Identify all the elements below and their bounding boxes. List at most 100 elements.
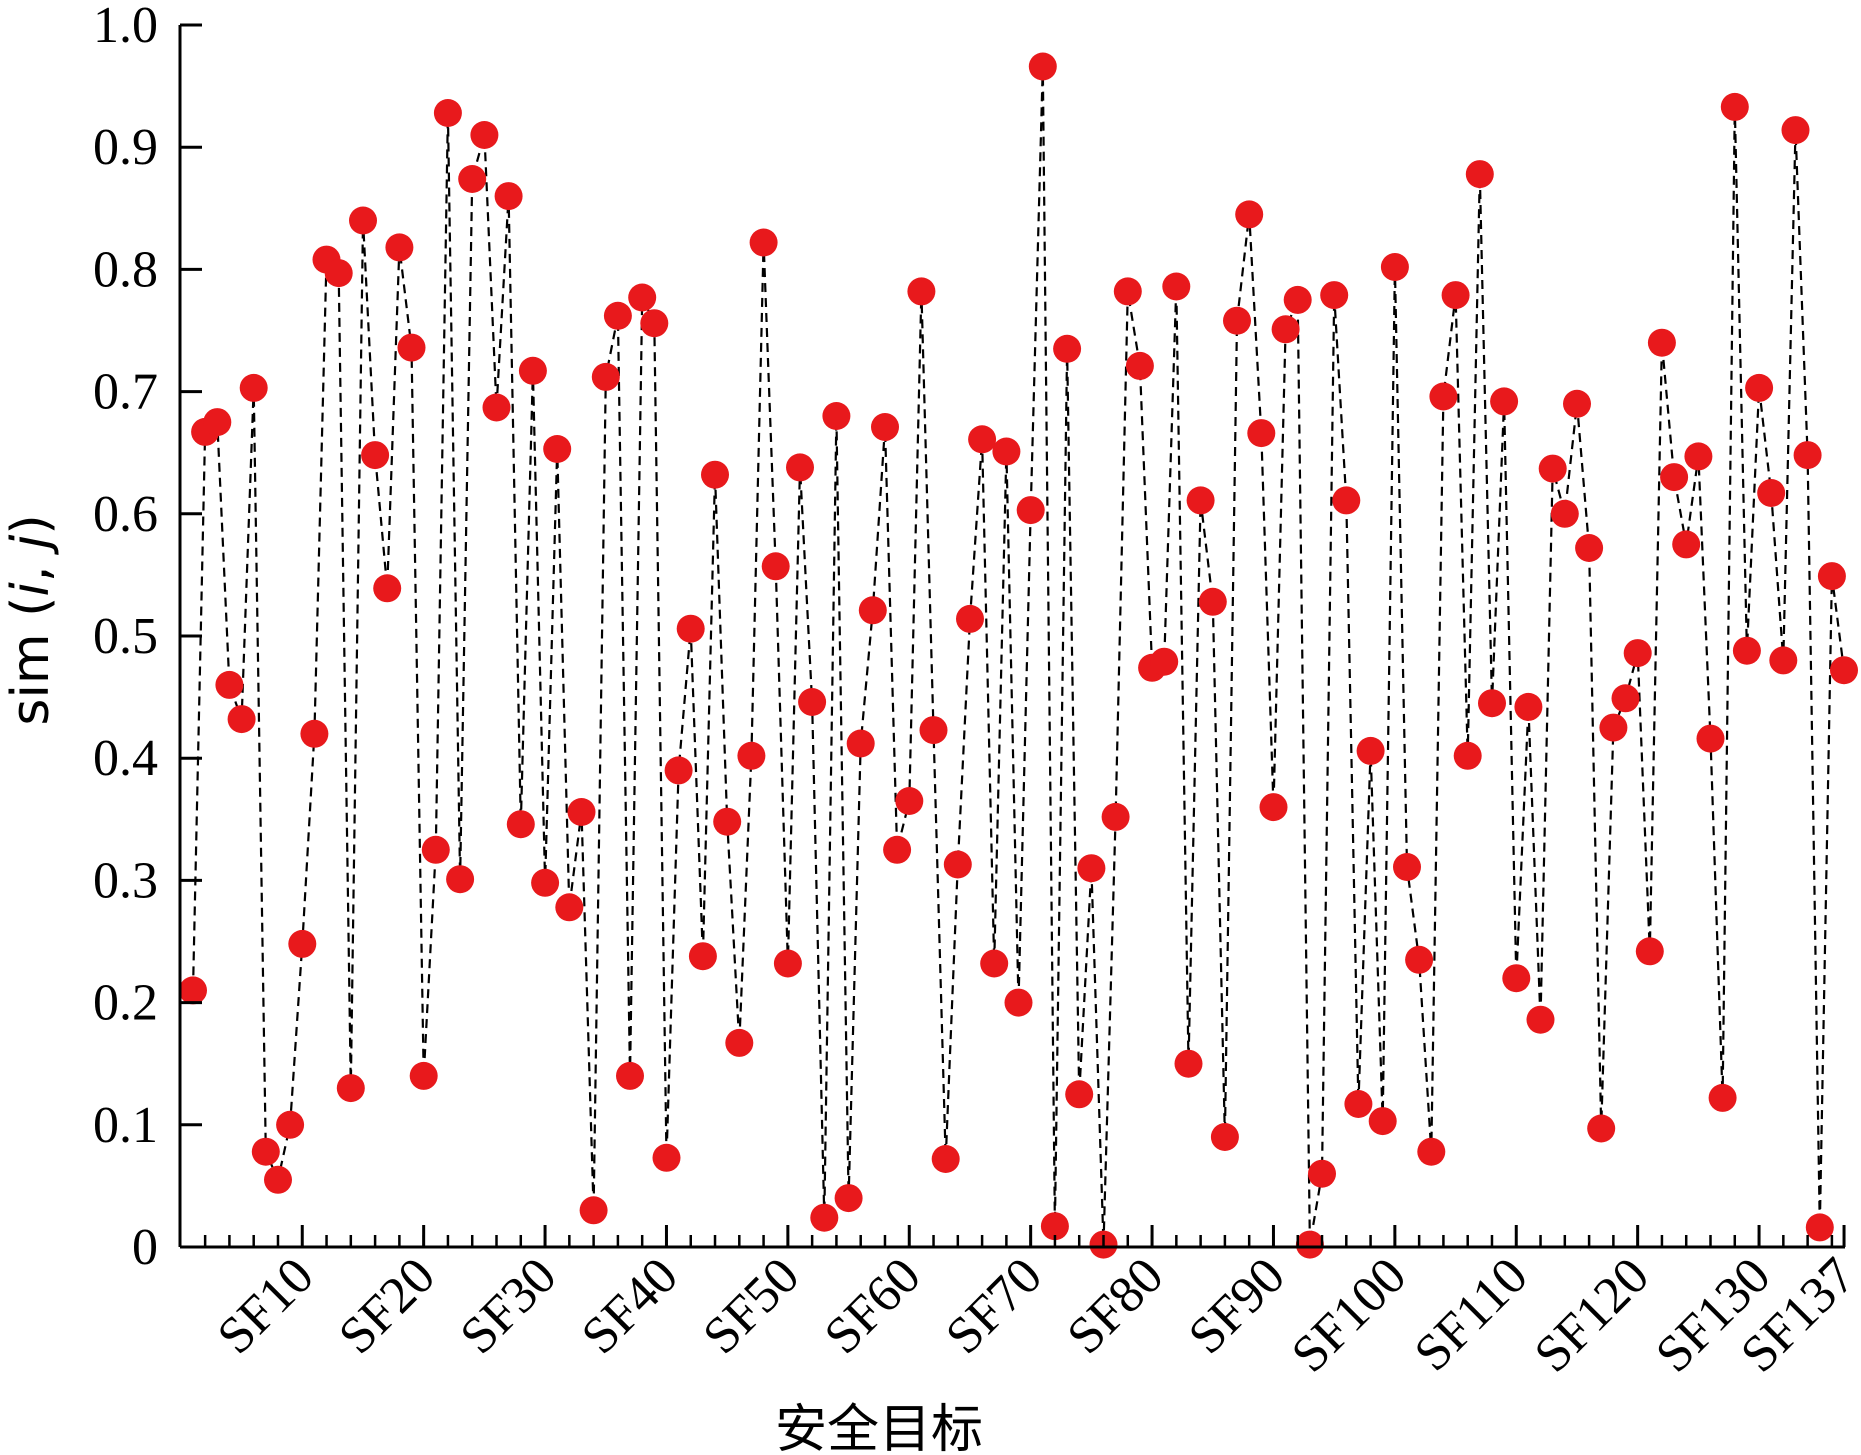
data-point: [227, 705, 256, 734]
data-point: [336, 1074, 365, 1103]
data-point: [397, 333, 426, 362]
data-point: [433, 99, 462, 127]
data-point: [1077, 854, 1106, 883]
data-point: [1465, 160, 1494, 189]
data-point: [773, 949, 802, 978]
data-point: [349, 206, 377, 235]
data-point: [676, 614, 705, 643]
data-point: [1247, 419, 1276, 448]
data-point: [409, 1061, 438, 1090]
x-tick-label: SF110: [1404, 1247, 1539, 1382]
data-point: [956, 604, 984, 633]
data-point: [1198, 587, 1227, 616]
series-line: [191, 66, 1846, 1245]
data-point: [1550, 499, 1579, 528]
data-point: [1830, 656, 1858, 685]
data-point: [458, 165, 487, 193]
data-point: [1004, 988, 1033, 1017]
data-point: [1660, 463, 1689, 492]
data-point: [1344, 1090, 1373, 1118]
data-point: [1757, 479, 1786, 507]
data-point: [1684, 442, 1713, 471]
data-point: [385, 233, 414, 262]
data-point: [919, 716, 948, 745]
data-point: [1235, 200, 1264, 229]
x-tick-label: SF80: [1057, 1247, 1175, 1365]
data-point: [1769, 646, 1798, 675]
data-point: [531, 868, 560, 897]
data-point: [1150, 647, 1179, 676]
y-tick-label: 0.1: [93, 1097, 158, 1154]
data-point: [264, 1165, 292, 1194]
data-point: [543, 435, 572, 463]
data-point: [300, 719, 329, 748]
data-point: [361, 441, 390, 470]
data-point: [871, 413, 899, 441]
x-tick-label: SF30: [450, 1247, 568, 1365]
data-point: [603, 301, 632, 330]
data-point: [737, 741, 766, 770]
data-point: [798, 688, 827, 716]
data-point: [1611, 684, 1640, 713]
data-point: [1259, 793, 1288, 822]
data-point: [1295, 1230, 1324, 1259]
data-point: [628, 283, 657, 312]
data-point: [822, 402, 851, 430]
data-point: [1793, 441, 1822, 470]
data-point: [1587, 1114, 1616, 1143]
data-point: [786, 453, 814, 482]
data-point: [276, 1110, 305, 1139]
data-point: [179, 976, 207, 1005]
data-point: [1805, 1213, 1834, 1242]
data-point: [1781, 116, 1810, 145]
data-point: [1065, 1080, 1094, 1109]
x-tick-label: SF120: [1524, 1247, 1660, 1383]
data-point: [1393, 853, 1421, 881]
data-point: [834, 1184, 863, 1213]
data-point: [1040, 1212, 1069, 1241]
data-point: [1053, 334, 1082, 363]
data-point: [1575, 534, 1604, 562]
y-axis-title: sim (i, j): [1, 514, 61, 725]
data-point: [1526, 1005, 1555, 1034]
y-tick-label: 0.9: [93, 119, 158, 176]
data-point: [494, 182, 523, 211]
data-point: [968, 425, 997, 454]
data-point: [1320, 281, 1349, 310]
x-tick-label: SF10: [207, 1247, 325, 1365]
data-point: [616, 1061, 644, 1090]
y-tick-label: 0.4: [93, 730, 158, 787]
data-point: [1271, 315, 1300, 344]
y-tick-label: 0.8: [93, 241, 158, 298]
data-point: [725, 1028, 754, 1057]
data-point: [1162, 272, 1191, 301]
data-point: [446, 865, 475, 894]
data-point: [688, 942, 717, 971]
data-point: [895, 787, 924, 815]
data-point: [1672, 530, 1701, 559]
data-point: [883, 835, 912, 864]
data-point: [1478, 689, 1506, 718]
data-point: [1174, 1049, 1203, 1078]
data-point: [1502, 964, 1531, 993]
data-point: [1223, 306, 1251, 335]
data-point: [1708, 1083, 1737, 1112]
data-point: [846, 729, 875, 758]
y-tick-label: 1.0: [93, 0, 158, 54]
data-point: [1635, 937, 1664, 966]
data-point: [943, 850, 972, 879]
x-tick-label: SF40: [571, 1247, 689, 1365]
data-point: [1308, 1159, 1336, 1188]
x-axis-title: 安全目标: [775, 1400, 983, 1455]
data-point: [1210, 1123, 1239, 1151]
data-point: [664, 756, 693, 785]
x-tick-label: SF90: [1178, 1247, 1296, 1365]
data-point: [810, 1203, 839, 1232]
data-point: [713, 807, 742, 836]
data-point: [1429, 382, 1458, 411]
data-point: [1453, 741, 1482, 770]
data-point: [555, 893, 584, 922]
data-point: [1186, 486, 1215, 515]
data-point: [579, 1196, 608, 1225]
